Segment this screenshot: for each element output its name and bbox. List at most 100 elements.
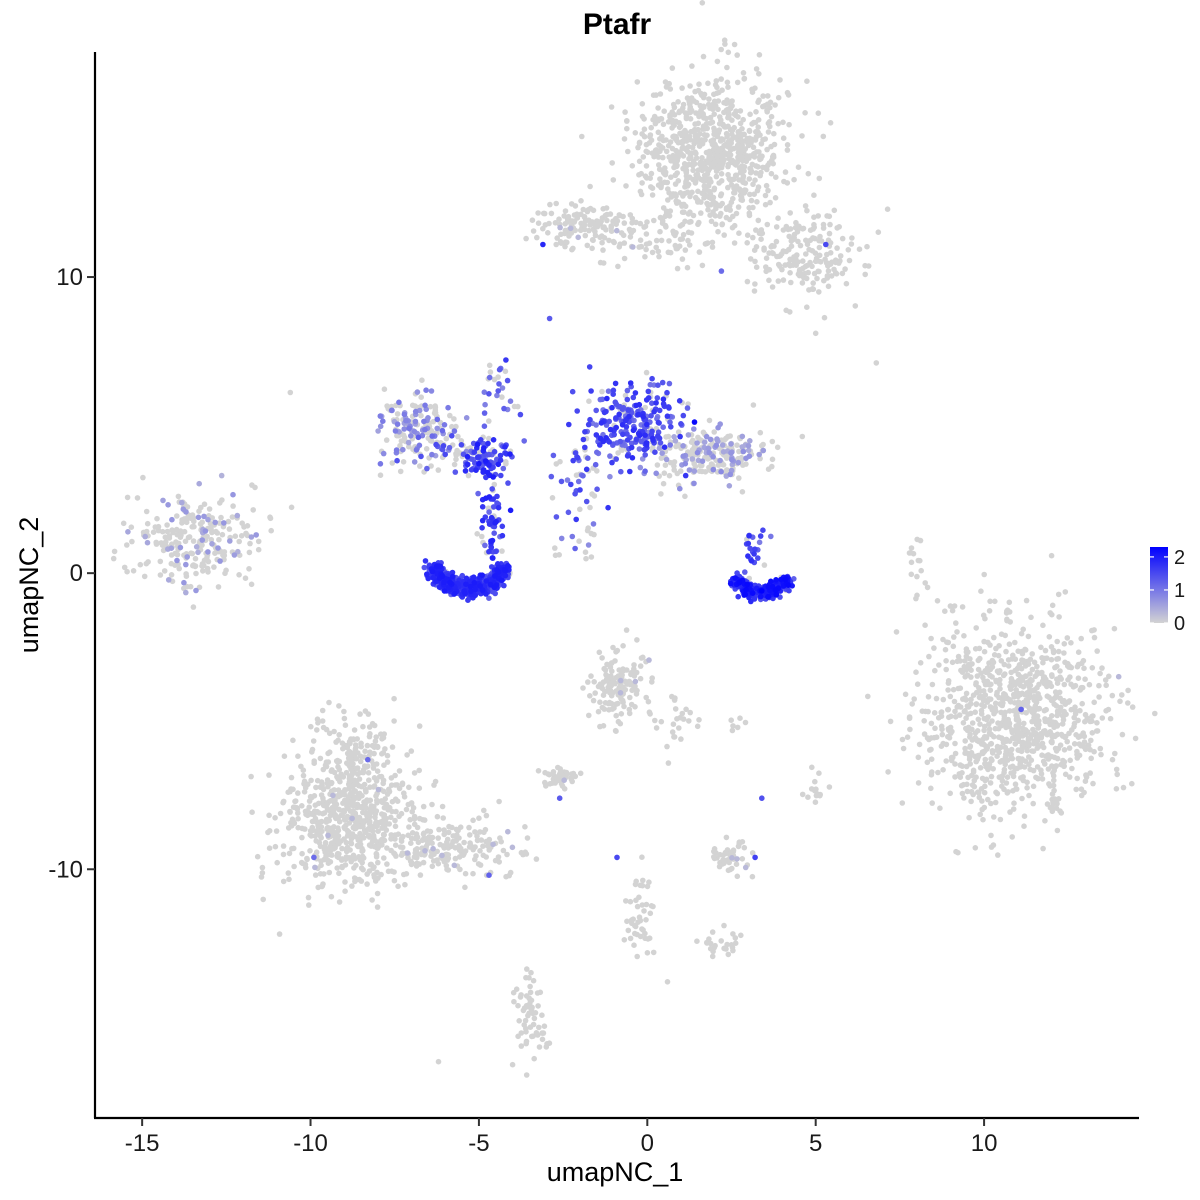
cell-point	[914, 681, 921, 687]
cell-point	[1020, 657, 1027, 664]
cell-point	[987, 666, 994, 673]
cell-point	[959, 669, 966, 675]
cell-point	[672, 706, 679, 712]
cell-point	[1020, 684, 1027, 690]
cell-point	[1054, 722, 1061, 728]
cell-point	[509, 1061, 516, 1068]
cell-point	[341, 708, 347, 715]
cell-point	[718, 137, 725, 144]
cell-point	[816, 244, 823, 251]
cell-point	[1041, 674, 1048, 680]
cell-point	[416, 723, 423, 729]
cell-point	[993, 645, 999, 652]
cell-point	[682, 493, 688, 500]
cell-point	[629, 163, 636, 169]
cell-point	[374, 768, 381, 774]
cell-point	[836, 260, 842, 266]
cell-point	[995, 720, 1001, 726]
cell-point	[164, 522, 170, 528]
cell-point	[676, 124, 683, 131]
cell-point	[733, 210, 740, 217]
cell-point	[672, 172, 679, 178]
cell-point	[1017, 732, 1024, 739]
cell-point	[429, 863, 436, 870]
cell-point	[992, 700, 999, 707]
cell-point	[546, 315, 553, 322]
cell-point	[815, 110, 822, 116]
cell-point	[553, 514, 560, 520]
cell-point	[810, 226, 816, 232]
cell-point	[200, 568, 206, 574]
cell-point	[618, 695, 624, 702]
cell-point	[1018, 665, 1025, 672]
cell-point	[193, 587, 199, 594]
cell-point	[558, 478, 565, 485]
cell-point	[592, 228, 598, 235]
cell-point	[1005, 663, 1012, 669]
cell-point	[373, 743, 379, 750]
cell-point	[368, 803, 375, 809]
cell-point	[1083, 772, 1089, 778]
cell-point	[621, 136, 628, 142]
cell-point	[824, 275, 831, 281]
cell-point	[1048, 656, 1055, 663]
cell-point	[486, 509, 492, 515]
cell-point	[652, 120, 659, 127]
cell-point	[760, 164, 766, 171]
cell-point	[482, 542, 488, 549]
cell-point	[818, 238, 825, 244]
cell-point	[547, 781, 553, 787]
cell-point	[445, 855, 452, 862]
cell-point	[605, 388, 612, 395]
cell-point	[799, 280, 806, 286]
cell-point	[1089, 730, 1096, 736]
cell-point	[812, 799, 819, 805]
cell-point	[572, 545, 578, 552]
cell-point	[692, 180, 699, 186]
cell-point	[451, 416, 457, 422]
cell-point	[157, 558, 164, 565]
cell-point	[740, 138, 746, 145]
cell-point	[946, 714, 952, 721]
cell-point	[319, 707, 326, 714]
cell-point	[773, 174, 779, 180]
cell-point	[711, 846, 718, 852]
cell-point	[766, 250, 772, 256]
cell-point	[996, 774, 1003, 780]
cell-point	[518, 1043, 525, 1049]
cell-point	[618, 711, 625, 717]
cell-point	[318, 792, 325, 798]
cell-point	[342, 888, 348, 894]
cell-point	[339, 812, 346, 819]
cell-point	[929, 681, 936, 688]
cell-point	[916, 741, 923, 748]
cell-point	[750, 402, 757, 408]
cell-point	[342, 856, 349, 863]
cell-point	[699, 0, 706, 6]
cell-point	[648, 170, 655, 177]
cell-point	[327, 798, 334, 804]
cell-point	[1050, 647, 1057, 654]
cell-point	[943, 658, 949, 664]
cell-point	[304, 855, 310, 862]
cell-point	[608, 104, 615, 110]
cell-point	[553, 241, 559, 248]
cell-point	[1042, 818, 1048, 824]
cell-point	[973, 625, 979, 631]
cell-point	[311, 760, 318, 766]
cell-point	[602, 212, 609, 219]
cell-point	[1072, 704, 1078, 710]
cell-point	[691, 461, 697, 467]
cell-point	[373, 808, 380, 814]
cell-point	[723, 100, 729, 107]
cell-point	[1026, 683, 1032, 690]
cell-point	[811, 192, 817, 198]
cell-point	[842, 266, 848, 272]
cell-point	[1077, 707, 1083, 714]
cell-point	[1026, 695, 1032, 701]
cell-point	[636, 446, 643, 452]
cell-point	[208, 525, 214, 531]
cell-point	[267, 515, 274, 522]
cell-point	[429, 433, 436, 439]
cell-point	[1057, 668, 1063, 674]
